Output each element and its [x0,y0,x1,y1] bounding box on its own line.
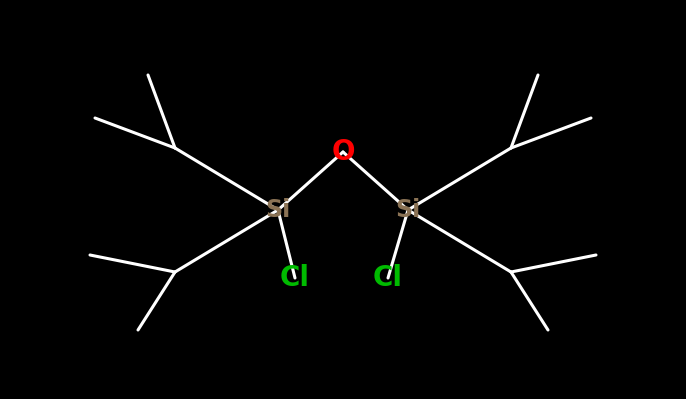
Text: Si: Si [395,198,421,222]
Text: Cl: Cl [373,264,403,292]
Text: Cl: Cl [280,264,310,292]
Text: O: O [331,138,355,166]
Text: Si: Si [265,198,291,222]
